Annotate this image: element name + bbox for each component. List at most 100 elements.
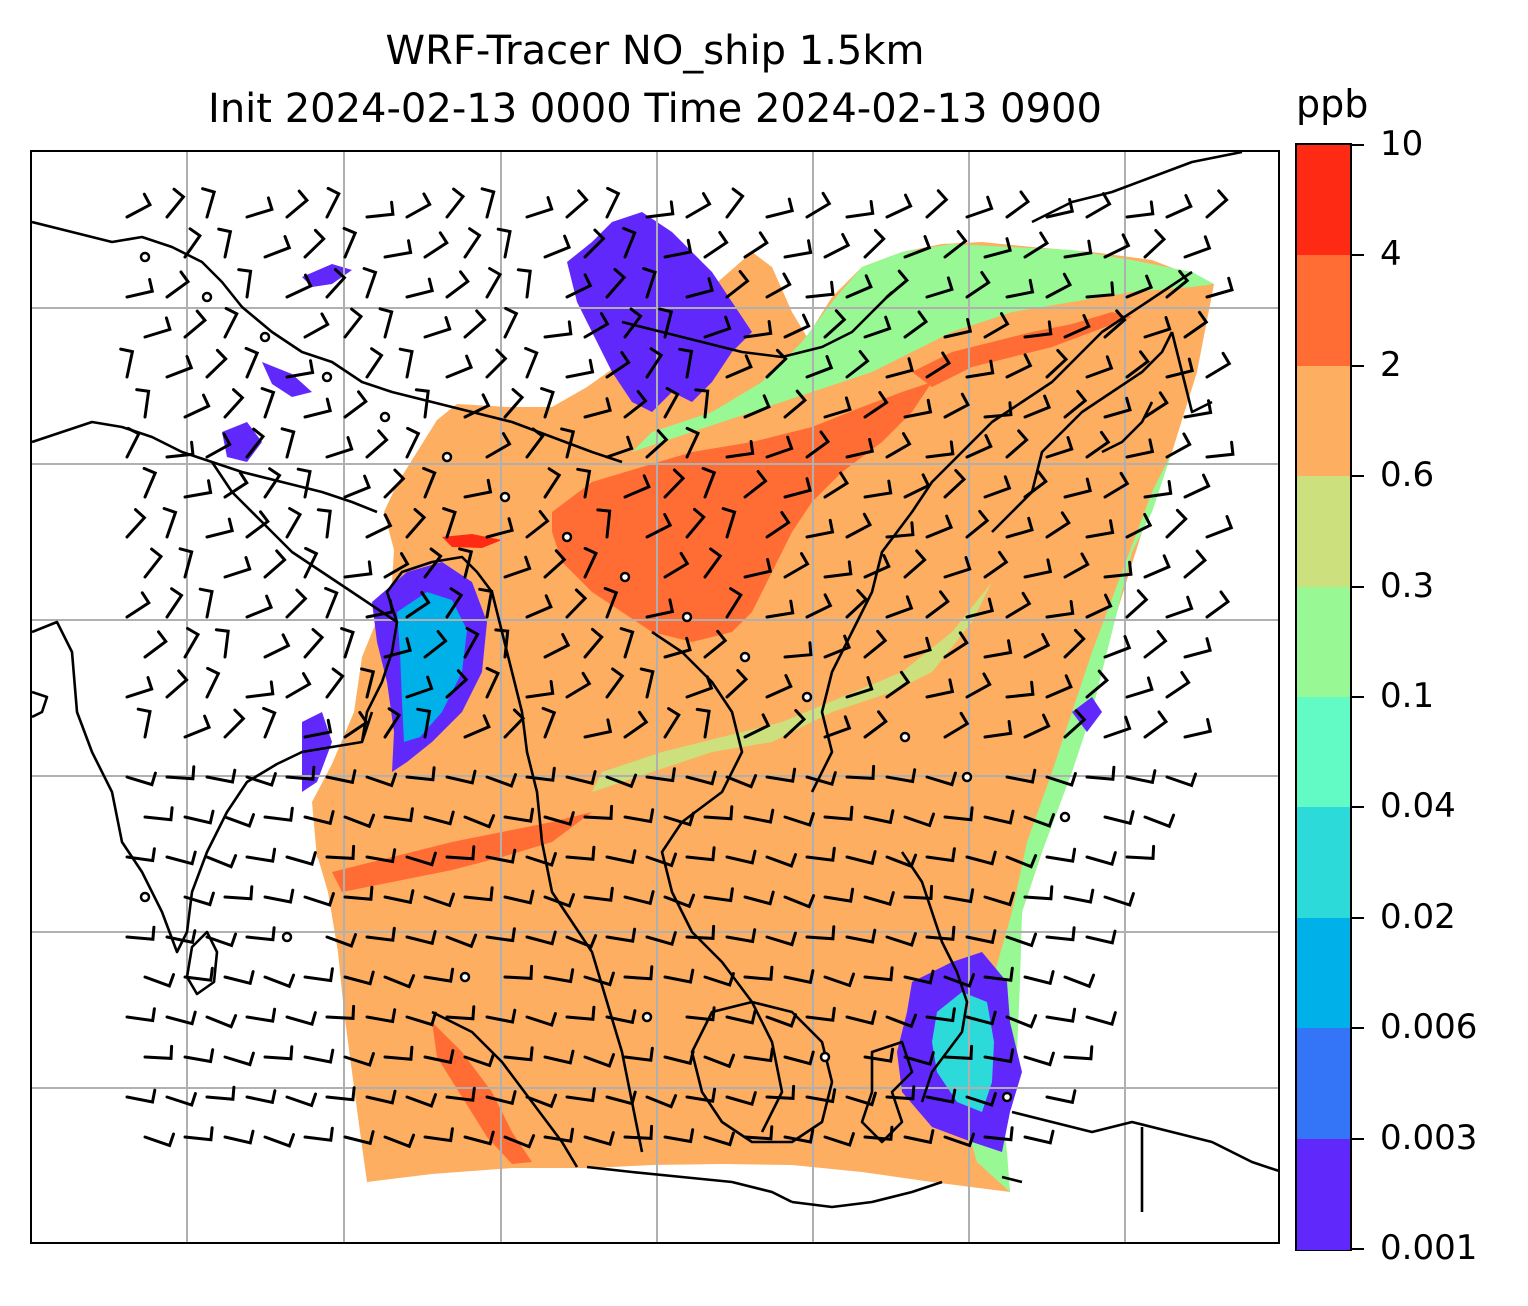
wind-barb	[245, 847, 277, 863]
wind-barb	[165, 440, 195, 459]
wind-barb	[863, 554, 891, 579]
wind-barb	[565, 934, 598, 949]
colorbar-segment	[1297, 365, 1350, 477]
wind-barb	[244, 346, 260, 379]
wind-barb	[1103, 810, 1135, 826]
colorbar-segment	[1297, 586, 1350, 698]
wind-barb	[183, 627, 201, 659]
wind-barb	[223, 306, 239, 339]
wind-barb	[1005, 591, 1032, 619]
colorbar-segment	[1297, 697, 1350, 808]
wind-barb	[765, 197, 795, 219]
wind-barb	[485, 1090, 517, 1106]
wind-barb	[560, 427, 576, 459]
wind-barb	[845, 764, 876, 780]
wind-barb	[463, 393, 491, 419]
wind-barb	[201, 187, 217, 219]
wind-barb	[721, 507, 737, 539]
wind-barb	[125, 426, 141, 459]
coastline-indochina	[651, 630, 784, 1133]
wind-barb	[845, 589, 869, 619]
wind-barb	[805, 430, 831, 459]
wind-barb	[1085, 430, 1111, 459]
wind-barb	[1063, 239, 1093, 259]
field-zone-0.001-tibet	[567, 212, 752, 412]
wind-barb	[603, 586, 619, 619]
colorbar-tick	[1352, 475, 1364, 478]
wind-barb	[645, 931, 677, 947]
wind-barb	[903, 473, 931, 499]
wind-barb	[845, 350, 870, 379]
wind-barb	[965, 597, 995, 619]
wind-barb	[525, 1012, 557, 1027]
colorbar-segment	[1297, 1028, 1350, 1140]
wind-barb	[583, 627, 604, 659]
wind-barb	[525, 766, 556, 782]
wind-barb	[343, 560, 373, 579]
wind-barb	[943, 973, 975, 988]
wind-barb	[983, 966, 1014, 982]
wind-barb	[642, 267, 657, 299]
wind-barb	[965, 434, 993, 459]
wind-barb	[685, 924, 716, 940]
wind-barb	[885, 595, 914, 619]
coastline-sulawesi	[860, 1040, 914, 1144]
wind-barb	[663, 811, 695, 827]
wind-barb	[1143, 813, 1176, 829]
wind-barb	[663, 1050, 695, 1066]
border-central-asia	[32, 220, 623, 514]
wind-barb	[583, 228, 606, 259]
wind-barb	[583, 886, 614, 902]
wind-barb	[423, 547, 443, 579]
wind-barb	[925, 771, 957, 787]
wind-barb	[125, 278, 155, 299]
wind-barb	[1023, 970, 1055, 986]
wind-barb	[285, 507, 303, 539]
wind-barb	[143, 316, 172, 339]
wind-barb	[1045, 674, 1073, 699]
wind-barb	[285, 359, 315, 379]
wind-barb	[583, 312, 610, 339]
wind-barb	[685, 426, 700, 459]
wind-barb	[378, 307, 394, 339]
wind-barb	[685, 507, 706, 539]
wind-barb	[903, 235, 932, 259]
wind-barb	[845, 928, 877, 944]
wind-barb	[1165, 508, 1188, 539]
map-panel	[30, 150, 1280, 1244]
wind-barb	[296, 467, 312, 499]
wind-barb	[925, 276, 954, 299]
wind-barb	[605, 849, 637, 865]
wind-barb	[943, 556, 972, 579]
wind-barb	[343, 1052, 375, 1067]
wind-barb	[1125, 274, 1154, 299]
wind-barb	[1103, 635, 1132, 659]
wind-barb	[303, 312, 330, 339]
wind-barb	[525, 427, 545, 459]
wind-barb	[943, 318, 973, 339]
wind-barb	[223, 388, 245, 419]
wind-barb	[685, 192, 712, 219]
wind-barb	[725, 270, 750, 299]
wind-barb	[845, 1010, 877, 1026]
wind-barb	[805, 355, 834, 379]
wind-barb	[1063, 1045, 1094, 1061]
wind-barb	[1045, 436, 1074, 459]
wind-barb	[223, 970, 255, 986]
wind-barb	[605, 667, 625, 699]
wind-barb	[805, 593, 833, 619]
wind-barb	[343, 307, 364, 339]
wind-barb	[805, 771, 837, 787]
wind-barb	[1045, 772, 1077, 787]
wind-barb	[365, 429, 389, 459]
wind-barb	[1005, 190, 1031, 219]
field-zone-0.6-seasia	[332, 812, 592, 892]
colorbar-tick	[1352, 254, 1364, 257]
wind-barb	[463, 714, 491, 739]
wind-barb	[1205, 276, 1234, 299]
wind-barb	[663, 551, 690, 579]
wind-barb	[442, 507, 457, 539]
wind-barb	[565, 358, 595, 379]
wind-barb	[245, 427, 266, 459]
wind-barb	[983, 891, 1015, 907]
